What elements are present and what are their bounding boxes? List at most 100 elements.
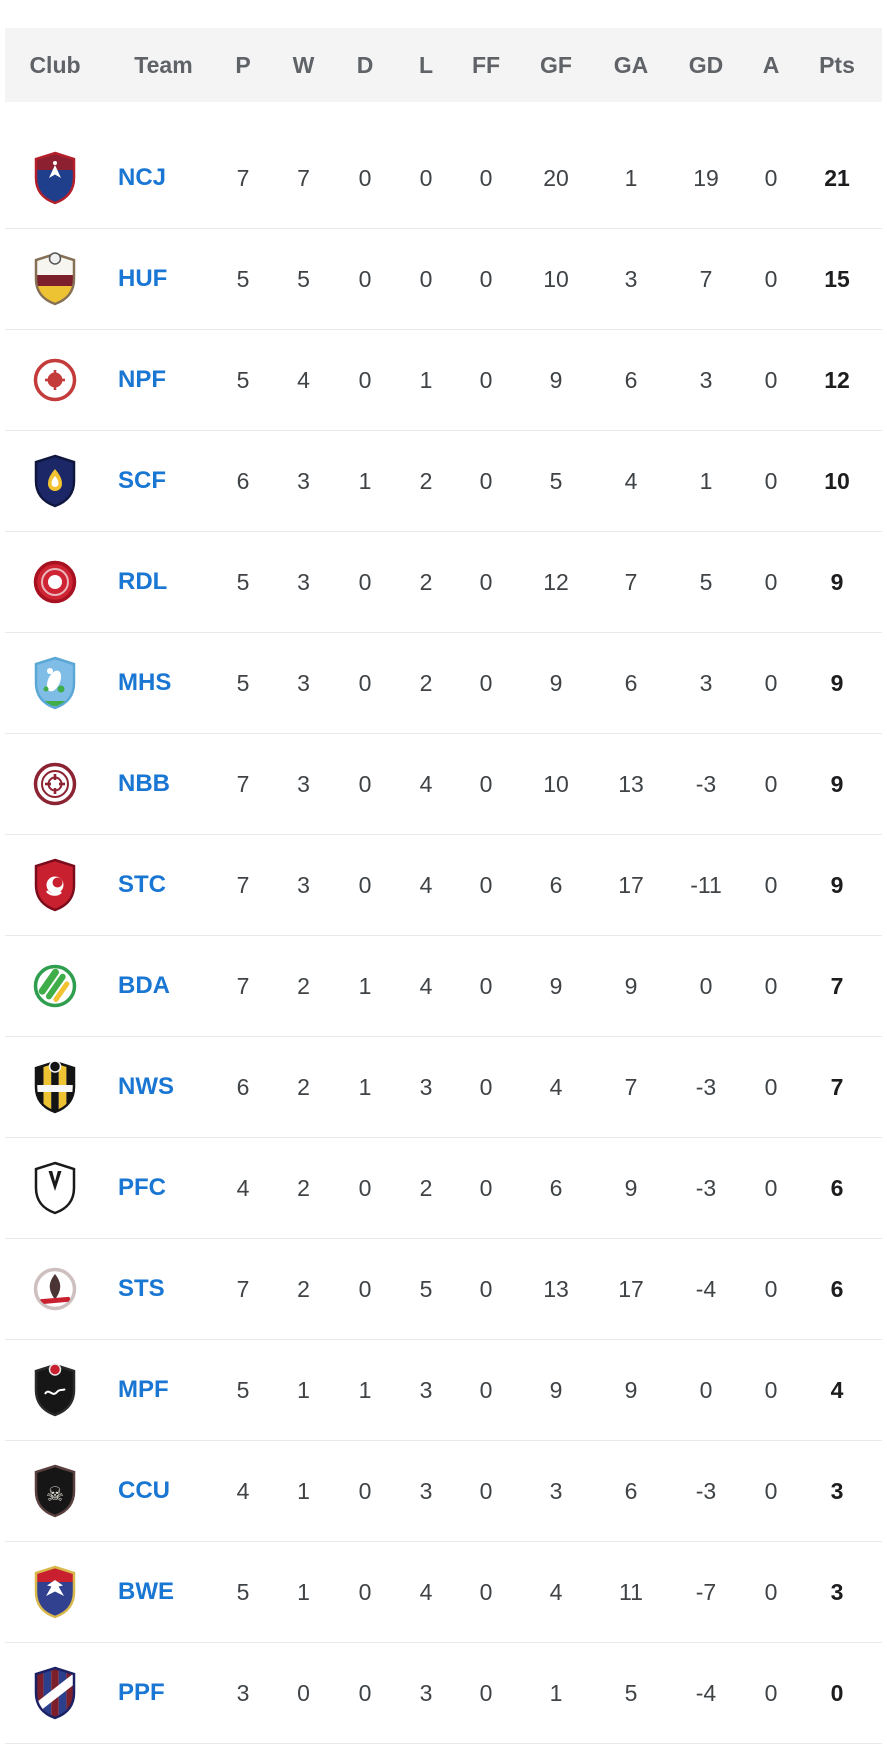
cell-played: 4 xyxy=(236,1477,250,1504)
cell-adjustments: 0 xyxy=(764,1477,778,1504)
team-link[interactable]: RDL xyxy=(118,568,168,595)
cell-wins: 1 xyxy=(297,1477,310,1504)
cell-goal-difference: -3 xyxy=(695,1477,717,1504)
cell-adjustments: 0 xyxy=(764,164,778,191)
cell-draws: 1 xyxy=(358,1073,372,1100)
cell-forfeits: 0 xyxy=(479,972,493,999)
cell-adjustments: 0 xyxy=(764,265,778,292)
team-link[interactable]: NBB xyxy=(118,770,170,797)
cell-goal-difference: 0 xyxy=(699,972,713,999)
cell-draws: 1 xyxy=(358,972,372,999)
cell-played: 6 xyxy=(236,1073,250,1100)
table-row: STS 7 2 0 5 0 13 17 -4 0 6 xyxy=(5,1239,882,1340)
table-row: ☠ CCU 4 1 0 3 0 3 6 -3 0 3 xyxy=(5,1441,882,1542)
cell-adjustments: 0 xyxy=(764,669,778,696)
cell-goals-against: 9 xyxy=(624,1376,638,1403)
mpf-crest-icon xyxy=(33,1363,77,1417)
sts-crest-icon xyxy=(33,1262,77,1316)
cell-wins: 3 xyxy=(297,871,310,898)
table-row: STC 7 3 0 4 0 6 17 -11 0 9 xyxy=(5,835,882,936)
cell-adjustments: 0 xyxy=(764,467,778,494)
cell-wins: 4 xyxy=(297,366,310,393)
cell-wins: 0 xyxy=(297,1679,310,1706)
cell-goals-for: 6 xyxy=(549,1174,563,1201)
cell-goals-against: 1 xyxy=(624,164,638,191)
table-row: NPF 5 4 0 1 0 9 6 3 0 12 xyxy=(5,330,882,431)
team-link[interactable]: CCU xyxy=(118,1477,170,1504)
cell-points: 3 xyxy=(830,1578,844,1605)
cell-goals-for: 13 xyxy=(543,1275,569,1302)
cell-goals-for: 4 xyxy=(549,1073,563,1100)
cell-losses: 0 xyxy=(419,265,433,292)
team-link[interactable]: BDA xyxy=(118,972,170,999)
cell-draws: 0 xyxy=(358,1174,372,1201)
team-link[interactable]: PFC xyxy=(118,1174,166,1201)
cell-wins: 1 xyxy=(297,1578,310,1605)
team-link[interactable]: MPF xyxy=(118,1376,169,1403)
cell-forfeits: 0 xyxy=(479,568,493,595)
team-link[interactable]: NWS xyxy=(118,1073,174,1100)
cell-forfeits: 0 xyxy=(479,366,493,393)
cell-goals-for: 9 xyxy=(549,1376,563,1403)
cell-played: 5 xyxy=(236,1376,250,1403)
cell-points: 6 xyxy=(830,1174,844,1201)
team-link[interactable]: NPF xyxy=(118,366,166,393)
cell-goal-difference: -3 xyxy=(695,1174,717,1201)
team-link[interactable]: HUF xyxy=(118,265,168,292)
col-header-goals-for: GF xyxy=(540,51,572,78)
cell-wins: 2 xyxy=(297,1275,310,1302)
cell-goal-difference: -11 xyxy=(690,871,722,898)
col-header-club: Club xyxy=(29,51,81,78)
cell-losses: 2 xyxy=(419,669,433,696)
cell-losses: 3 xyxy=(419,1376,433,1403)
cell-draws: 0 xyxy=(358,1578,372,1605)
cell-wins: 3 xyxy=(297,467,310,494)
cell-played: 6 xyxy=(236,467,250,494)
cell-adjustments: 0 xyxy=(764,1578,778,1605)
cell-forfeits: 0 xyxy=(479,1073,493,1100)
cell-points: 6 xyxy=(830,1275,844,1302)
team-link[interactable]: PPF xyxy=(118,1679,165,1706)
cell-wins: 3 xyxy=(297,568,310,595)
cell-wins: 2 xyxy=(297,1174,310,1201)
cell-goal-difference: 5 xyxy=(699,568,713,595)
team-link[interactable]: SCF xyxy=(118,467,166,494)
table-row: BDA 7 2 1 4 0 9 9 0 0 7 xyxy=(5,936,882,1037)
cell-points: 10 xyxy=(824,467,850,494)
cell-goals-for: 9 xyxy=(549,972,563,999)
team-link[interactable]: STS xyxy=(118,1275,165,1302)
cell-wins: 1 xyxy=(297,1376,310,1403)
team-link[interactable]: STC xyxy=(118,871,166,898)
col-header-losses: L xyxy=(418,51,434,78)
cell-losses: 2 xyxy=(419,1174,433,1201)
cell-played: 7 xyxy=(236,871,250,898)
cell-goal-difference: -3 xyxy=(695,770,717,797)
svg-text:☠: ☠ xyxy=(46,1482,64,1506)
scf-flames-crest-icon xyxy=(33,454,77,508)
cell-losses: 2 xyxy=(419,568,433,595)
pfc-crest-icon xyxy=(33,1161,77,1215)
cell-points: 21 xyxy=(824,164,850,191)
cell-goals-against: 9 xyxy=(624,1174,638,1201)
cell-wins: 3 xyxy=(297,669,310,696)
table-row: MPF 5 1 1 3 0 9 9 0 0 4 xyxy=(5,1340,882,1441)
col-header-points: Pts xyxy=(819,51,855,78)
team-link[interactable]: MHS xyxy=(118,669,172,696)
table-row: RDL 5 3 0 2 0 12 7 5 0 9 xyxy=(5,532,882,633)
cell-points: 9 xyxy=(830,770,844,797)
cell-draws: 0 xyxy=(358,1679,372,1706)
cell-goals-against: 7 xyxy=(624,568,638,595)
cell-adjustments: 0 xyxy=(764,770,778,797)
team-link[interactable]: BWE xyxy=(118,1578,174,1605)
npf-crest-icon xyxy=(33,353,77,407)
stc-crest-icon xyxy=(33,858,77,912)
cell-goals-for: 9 xyxy=(549,669,563,696)
col-header-adjustments: A xyxy=(762,51,780,78)
cell-played: 4 xyxy=(236,1174,250,1201)
cell-adjustments: 0 xyxy=(764,972,778,999)
team-link[interactable]: NCJ xyxy=(118,164,167,191)
cell-goals-for: 20 xyxy=(543,164,569,191)
cell-losses: 3 xyxy=(419,1679,433,1706)
league-ladder-table: Club Team P W D L FF GF GA GD A Pts NCJ … xyxy=(5,28,882,1744)
cell-forfeits: 0 xyxy=(479,871,493,898)
